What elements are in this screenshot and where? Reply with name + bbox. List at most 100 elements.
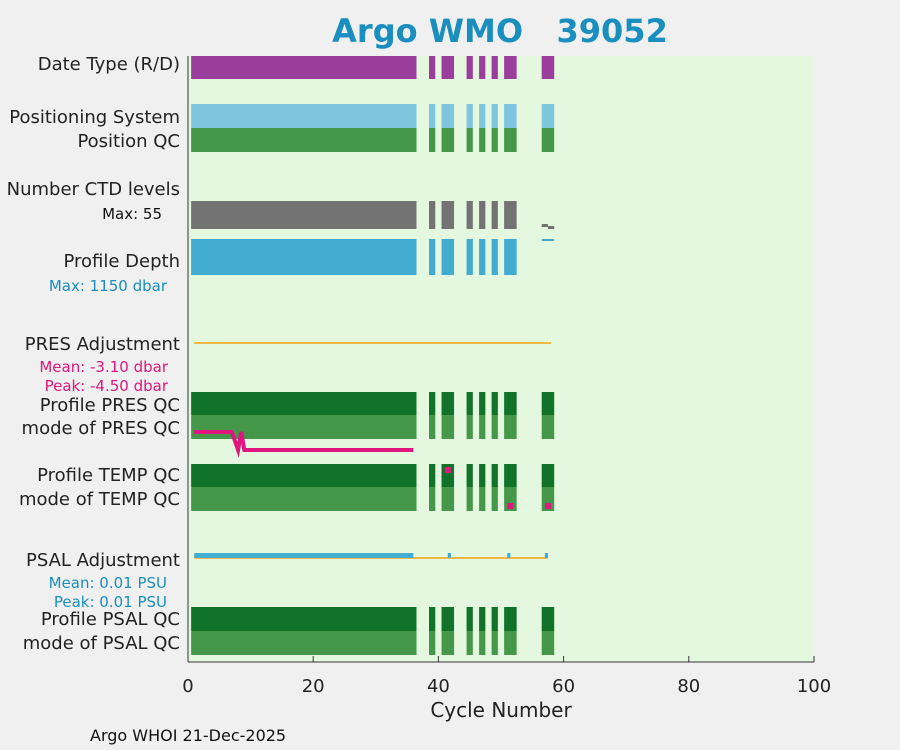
ctd-levels-small-0 — [541, 224, 548, 227]
psal-peak: Peak: 0.01 PSU — [54, 593, 167, 611]
profile-depth-bar-4 — [479, 239, 486, 275]
pres-mean: Mean: -3.10 dbar — [39, 358, 169, 376]
position-qc-bar-7 — [541, 128, 555, 152]
positioning-bar-5 — [491, 104, 498, 128]
profile-depth-small — [541, 239, 555, 241]
label-date-type: Date Type (R/D) — [38, 54, 180, 75]
mode-pres-qc-bar-4 — [479, 415, 486, 439]
positioning-bar-4 — [479, 104, 486, 128]
mode-psal-qc-bar-6 — [504, 631, 517, 655]
mode-psal-qc-bar-1 — [429, 631, 436, 655]
label-ctd-levels: Number CTD levels — [7, 179, 180, 200]
ctd-levels-bar-1 — [429, 201, 436, 229]
profile-temp-qc-bar-7 — [541, 464, 555, 487]
positioning-bar-6 — [504, 104, 517, 128]
mode-temp-qc-bar-2 — [441, 487, 455, 511]
plot-area — [188, 56, 814, 662]
profile-pres-qc-bar-5 — [491, 392, 498, 415]
x-tick-label-80: 80 — [677, 676, 700, 697]
position-qc-bar-3 — [466, 128, 473, 152]
label-positioning: Positioning System — [9, 107, 180, 128]
position-qc-bar-4 — [479, 128, 486, 152]
psal-adjust-mark-2 — [507, 553, 511, 558]
x-tick-label-20: 20 — [302, 676, 325, 697]
mode-pres-qc-bar-5 — [491, 415, 498, 439]
x-tick-label-0: 0 — [182, 676, 193, 697]
label-profile-depth: Profile Depth — [63, 251, 180, 272]
label-psal-adjustment: PSAL Adjustment — [26, 550, 180, 571]
profile-pres-qc-bar-1 — [429, 392, 436, 415]
positioning-bar-2 — [441, 104, 455, 128]
profile-temp-qc-bar-0 — [191, 464, 417, 487]
ctd-levels-bar-4 — [479, 201, 486, 229]
mode-temp-qc-bar-1 — [429, 487, 436, 511]
position-qc-bar-5 — [491, 128, 498, 152]
profile-depth-bar-6 — [504, 239, 517, 275]
profile-pres-qc-bar-3 — [466, 392, 473, 415]
profile-psal-qc-bar-7 — [541, 607, 555, 631]
positioning-bar-3 — [466, 104, 473, 128]
x-tick-label-40: 40 — [427, 676, 450, 697]
profile-temp-qc-bar-4 — [479, 464, 486, 487]
temp-flag-2 — [544, 503, 551, 509]
ctd-levels-bar-0 — [191, 201, 417, 229]
x-ticks: 0 20 40 60 80 100 — [182, 656, 831, 697]
date-type-bar-6 — [504, 56, 517, 79]
mode-pres-qc-bar-3 — [466, 415, 473, 439]
profile-depth-tail — [191, 273, 204, 275]
psal-adjust-mark-1 — [447, 553, 451, 558]
mode-pres-qc-bar-7 — [541, 415, 555, 439]
label-position-qc: Position QC — [77, 131, 180, 152]
position-qc-bar-1 — [429, 128, 436, 152]
label-profile-temp-qc: Profile TEMP QC — [37, 465, 180, 486]
depth-max: Max: 1150 dbar — [49, 277, 168, 295]
title-prefix: Argo WMO — [332, 12, 524, 50]
profile-pres-qc-bar-2 — [441, 392, 455, 415]
mode-pres-qc-bar-2 — [441, 415, 455, 439]
date-type-bar-0 — [191, 56, 417, 79]
mode-psal-qc-bar-3 — [466, 631, 473, 655]
date-type-bar-7 — [541, 56, 555, 79]
mode-psal-qc-bar-0 — [191, 631, 417, 655]
profile-psal-qc-bar-4 — [479, 607, 486, 631]
profile-temp-qc-bar-5 — [491, 464, 498, 487]
profile-depth-bar-0 — [191, 239, 417, 275]
wmo-number: 39052 — [556, 12, 668, 50]
profile-temp-qc-bar-6 — [504, 464, 517, 487]
profile-psal-qc-bar-6 — [504, 607, 517, 631]
profile-depth-bar-2 — [441, 239, 455, 275]
ctd-levels-bar-2 — [441, 201, 455, 229]
pres-peak: Peak: -4.50 dbar — [45, 377, 169, 395]
positioning-bar-0 — [191, 104, 417, 128]
x-tick-label-60: 60 — [552, 676, 575, 697]
profile-psal-qc-bar-1 — [429, 607, 436, 631]
profile-depth-bar-3 — [466, 239, 473, 275]
ctd-levels-bar-3 — [466, 201, 473, 229]
mode-temp-qc-bar-4 — [479, 487, 486, 511]
mode-temp-qc-bar-0 — [191, 487, 417, 511]
mode-pres-qc-bar-0 — [191, 415, 417, 439]
position-qc-bar-0 — [191, 128, 417, 152]
profile-depth-bar-1 — [429, 239, 436, 275]
date-type-bar-5 — [491, 56, 498, 79]
mode-temp-qc-bar-6 — [504, 487, 517, 511]
mode-psal-qc-bar-7 — [541, 631, 555, 655]
date-type-bar-1 — [429, 56, 436, 79]
psal-mean: Mean: 0.01 PSU — [49, 574, 167, 592]
label-profile-psal-qc: Profile PSAL QC — [41, 609, 180, 630]
chart-title: Argo WMO 39052 — [0, 12, 900, 50]
profile-psal-qc-bar-5 — [491, 607, 498, 631]
x-axis-label: Cycle Number — [430, 698, 572, 722]
mode-temp-qc-bar-3 — [466, 487, 473, 511]
pres-mode-line — [194, 430, 414, 458]
profile-pres-qc-bar-0 — [191, 392, 417, 415]
date-type-bar-2 — [441, 56, 455, 79]
date-type-bar-3 — [466, 56, 473, 79]
footer-credit: Argo WHOI 21-Dec-2025 — [90, 726, 287, 745]
profile-temp-qc-bar-3 — [466, 464, 473, 487]
label-pres-adjustment: PRES Adjustment — [25, 334, 180, 355]
position-qc-bar-2 — [441, 128, 455, 152]
ctd-levels-small-1 — [547, 226, 555, 229]
data-bars — [191, 56, 555, 655]
